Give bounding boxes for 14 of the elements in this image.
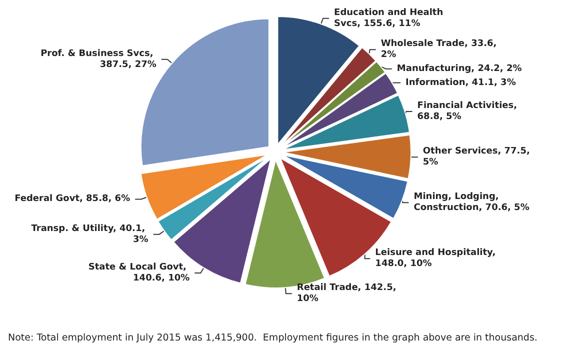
- slice-label: Prof. & Business Svcs, 387.5, 27%: [40, 48, 156, 70]
- slice-label: Information, 41.1, 3%: [406, 78, 516, 88]
- slice-label: Mining, Lodging, Construction, 70.6, 5%: [414, 192, 530, 214]
- slice-label: Financial Activities, 68.8, 5%: [417, 101, 520, 122]
- slice-label: Retail Trade, 142.5, 10%: [296, 283, 400, 304]
- slice-label: State & Local Govt, 140.6, 10%: [88, 262, 190, 284]
- slice-label: Transp. & Utility, 40.1, 3%: [31, 224, 148, 245]
- slice-label: Education and Health Svcs, 155.6, 11%: [334, 8, 446, 29]
- slice-label: Federal Govt, 85.8, 6%: [14, 194, 130, 204]
- slice-label: Other Services, 77.5, 5%: [422, 146, 534, 168]
- text: Note: Total employment in July 2015 was 1,415,900. Employment figures in the graph above are in thousands.: [8, 332, 538, 344]
- slice-label: Manufacturing, 24.2, 2%: [396, 64, 522, 74]
- slice-label: Wholesale Trade, 33.6, 2%: [380, 39, 500, 60]
- slice-label: Leisure and Hospitality, 148.0, 10%: [375, 248, 499, 270]
